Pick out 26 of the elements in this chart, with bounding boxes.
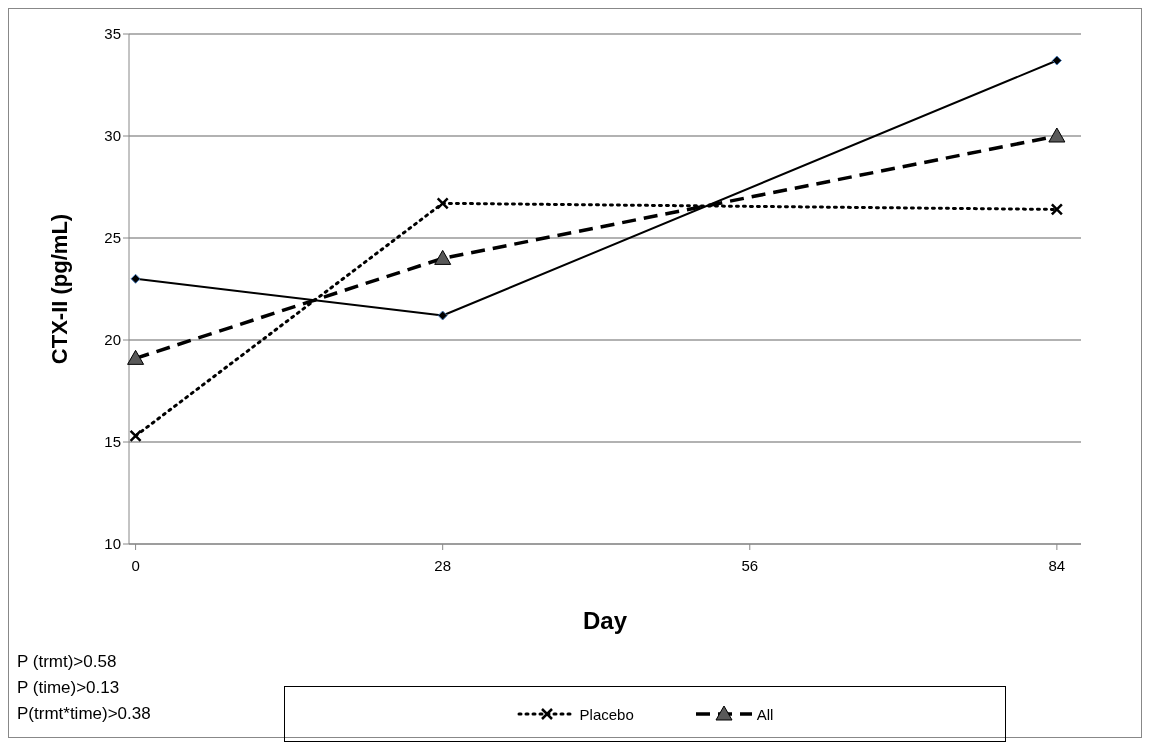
y-tick-label: 25 [104,229,121,247]
y-tick-label: 35 [104,25,121,43]
point [436,197,449,210]
point [1051,55,1062,66]
x-tick-label: 84 [1048,556,1066,574]
y-tick-label: 30 [104,127,121,145]
y-tick-label: 15 [104,433,121,451]
y-tick-label: 10 [104,535,121,553]
point [129,429,142,443]
x-axis-title: Day [582,607,628,634]
x-tick-label: 56 [741,556,759,574]
x-tick-label: 0 [131,556,140,574]
point [130,273,141,284]
y-axis-title: CTX-II (pg/mL) [46,213,72,365]
point [434,249,452,265]
point [1050,203,1064,216]
legend-label: All [756,705,774,723]
point [127,349,145,365]
legend-label: Placebo [579,705,634,723]
text: P (time)>0.13 [17,677,121,699]
y-tick-label: 20 [104,331,121,349]
text: P (trmt)>0.58 [17,651,118,673]
text: P(trmt*time)>0.38 [17,703,151,725]
point [437,310,448,321]
point [1048,127,1066,143]
x-tick-label: 28 [434,556,452,574]
